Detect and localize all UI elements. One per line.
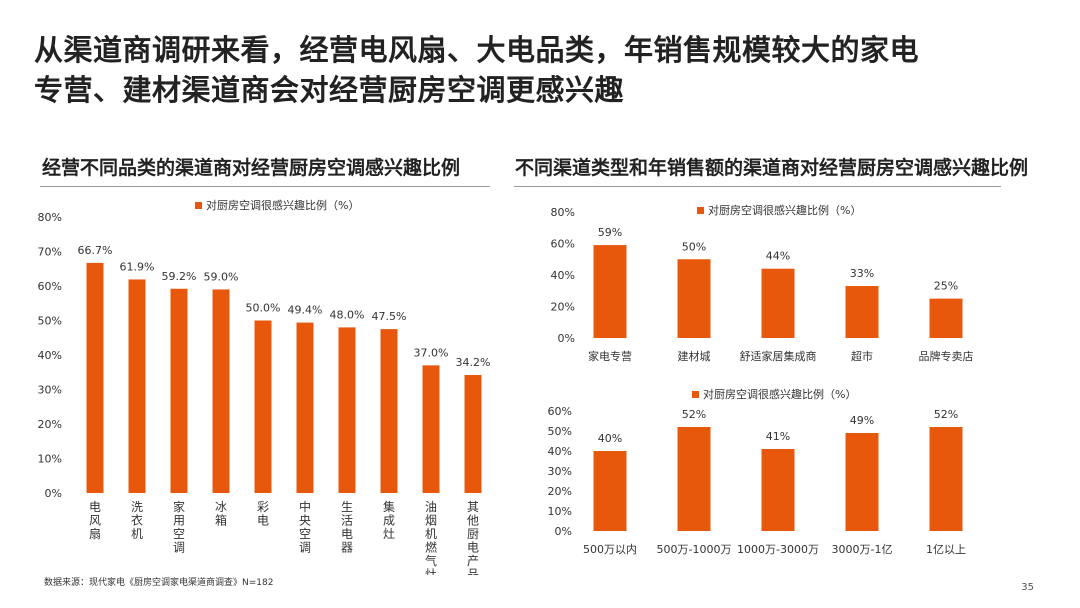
data-label: 48.0% [330,308,365,321]
data-label: 59.0% [204,270,239,283]
data-label: 49% [850,414,874,427]
bar [929,298,963,338]
bar [422,365,440,493]
data-label: 37.0% [414,346,449,359]
data-label: 52% [682,408,706,421]
x-tick-label: 超市 [851,349,873,363]
x-tick-label: 彩电 [257,500,269,528]
x-tick-label: 洗衣机 [131,500,143,541]
y-tick-label: 30% [38,384,62,397]
data-label: 25% [934,280,958,293]
page-number: 35 [1021,582,1034,593]
bar [761,268,795,338]
bar [338,327,356,493]
x-tick-label: 集成灶 [383,499,395,541]
legend-label: 对厨房空调很感兴趣比例（%） [708,203,861,217]
bar [212,289,230,493]
data-label: 50.0% [246,302,281,315]
bar [254,320,272,493]
data-label: 40% [598,432,622,445]
y-tick-label: 20% [548,485,572,498]
bar [380,329,398,493]
y-tick-label: 0% [555,525,572,538]
data-label: 61.9% [120,260,155,273]
data-label: 50% [682,240,706,253]
x-tick-label: 500万-1000万 [657,543,732,556]
legend-swatch [697,207,704,214]
bar [677,427,711,531]
bar [464,375,482,493]
data-label: 49.4% [288,304,323,317]
data-source-note: 数据来源：现代家电《厨房空调家电渠道商调查》N=182 [44,578,274,588]
y-tick-label: 60% [551,238,575,251]
slide-title: 从渠道商调研来看，经营电风扇、大电品类，年销售规模较大的家电 专营、建材渠道商会… [34,30,1054,110]
y-tick-label: 10% [548,505,572,518]
legend-swatch [692,391,699,398]
x-tick-label: 家用空调 [173,499,185,555]
y-tick-label: 50% [38,315,62,328]
bar [86,262,104,493]
y-tick-label: 10% [38,453,62,466]
bar [593,451,627,531]
y-tick-label: 0% [558,332,575,345]
right-chart-heading: 不同渠道类型和年销售额的渠道商对经营厨房空调感兴趣比例 [515,157,1029,179]
annual-sales-interest-chart: 对厨房空调很感兴趣比例（%） 0% 10% 20% 30% 40% 50% 60% 40% 500… [548,387,966,556]
x-tick-label: 建材城 [678,349,711,363]
y-tick-label: 80% [38,211,62,224]
x-tick-label: 舒适家居集成商 [740,349,817,363]
bar [761,449,795,531]
x-tick-label: 家电专营 [588,349,632,363]
left-heading-rule [40,186,490,187]
legend-label: 对厨房空调很感兴趣比例（%） [703,387,856,401]
bar [170,288,188,493]
y-tick-label: 40% [548,445,572,458]
bar [296,322,314,493]
x-tick-label: 3000万-1亿 [832,543,893,556]
data-label: 52% [934,408,958,421]
title-line-1: 从渠道商调研来看，经营电风扇、大电品类，年销售规模较大的家电 [34,33,920,67]
bar [677,259,711,338]
x-tick-label: 500万以内 [583,542,637,556]
channel-type-interest-chart: 对厨房空调很感兴趣比例（%） 0% 20% 40% 60% 80% 59% 家电专营 50% 建材… [551,203,974,363]
y-tick-label: 30% [548,465,572,478]
y-tick-label: 40% [551,269,575,282]
left-chart-heading: 经营不同品类的渠道商对经营厨房空调感兴趣比例 [42,157,461,179]
y-tick-label: 70% [38,246,62,259]
legend-label: 对厨房空调很感兴趣比例（%） [206,198,359,212]
data-label: 66.7% [78,244,113,257]
y-tick-label: 80% [551,206,575,219]
y-tick-label: 40% [38,349,62,362]
x-tick-label: 品牌专卖店 [919,349,974,363]
y-tick-label: 50% [548,425,572,438]
x-tick-label: 其他厨电产品 [467,500,479,575]
x-tick-label: 油烟机燃气灶 [425,500,437,575]
y-tick-label: 60% [548,405,572,418]
data-label: 34.2% [456,356,491,369]
bar [128,279,146,493]
data-label: 47.5% [372,310,407,323]
data-label: 44% [766,250,790,263]
title-line-2: 专营、建材渠道商会对经营厨房空调更感兴趣 [34,73,625,107]
x-tick-label: 冰箱 [215,500,227,528]
right-heading-rule [514,186,1001,187]
y-tick-label: 20% [38,418,62,431]
data-label: 41% [766,430,790,443]
legend-swatch [195,202,202,209]
data-label: 59.2% [162,270,197,283]
data-label: 33% [850,267,874,280]
x-tick-label: 电风扇 [89,500,101,541]
data-label: 59% [598,226,622,239]
bar [593,245,627,338]
x-tick-label: 1000万-3000万 [737,543,819,556]
category-interest-chart: 对厨房空调很感兴趣比例（%） 0% 10% 20% 30% 40% 50% 60% 70% 80%… [38,198,491,575]
x-tick-label: 中央空调 [299,499,311,555]
y-tick-label: 0% [45,487,62,500]
y-tick-label: 60% [38,280,62,293]
bar [845,286,879,338]
x-tick-label: 1亿以上 [926,543,966,556]
bar [929,427,963,531]
bar [845,433,879,531]
x-tick-label: 生活电器 [341,500,353,555]
y-tick-label: 20% [551,301,575,314]
